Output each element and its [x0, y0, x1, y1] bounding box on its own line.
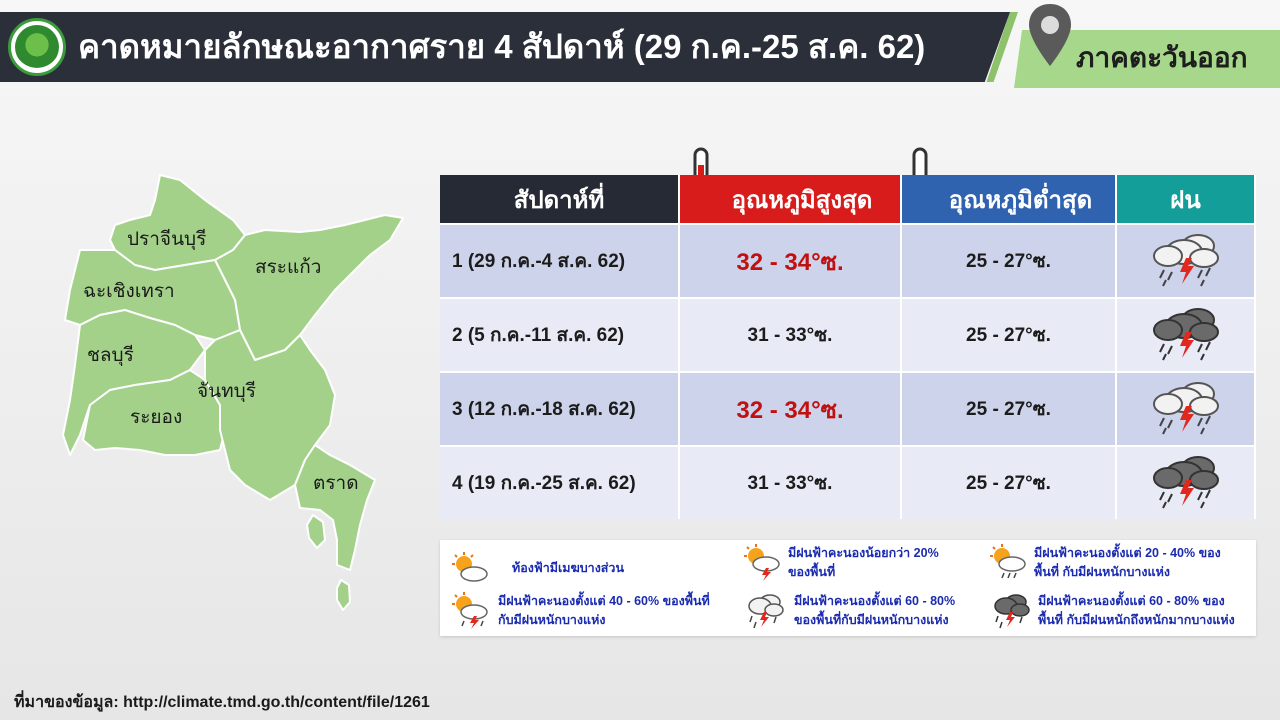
map-shape	[62, 174, 404, 611]
legend-text: มีฝนฟ้าคะนองตั้งแต่ 60 - 80% ของพื้นที่ก…	[794, 594, 956, 627]
cell-max-temp: 32 - 34°ซ.	[680, 223, 902, 297]
table-header-row: สัปดาห์ที่ อุณหภูมิสูงสุด อุณหภูมิต่ำสุด…	[440, 175, 1256, 223]
sun-cloud-rain-icon	[990, 544, 1026, 579]
title-bar	[0, 12, 1010, 82]
cell-week: 4 (19 ก.ค.-25 ส.ค. 62)	[440, 445, 680, 519]
forecast-table: สัปดาห์ที่ อุณหภูมิสูงสุด อุณหภูมิต่ำสุด…	[440, 175, 1256, 519]
province-trat	[294, 444, 376, 571]
legend-text: มีฝนฟ้าคะนองตั้งแต่ 60 - 80% ของ พื้นที่…	[1038, 594, 1235, 627]
map-label-chanthaburi: จันทบุรี	[197, 381, 256, 402]
cell-max-temp: 31 - 33°ซ.	[680, 297, 902, 371]
header-min-temp: อุณหภูมิต่ำสุด	[902, 175, 1117, 223]
tmd-logo	[8, 18, 66, 76]
cell-week: 1 (29 ก.ค.-4 ส.ค. 62)	[440, 223, 680, 297]
cell-min-temp: 25 - 27°ซ.	[902, 297, 1117, 371]
data-source: ที่มาของข้อมูล: http://climate.tmd.go.th…	[14, 694, 430, 711]
legend-item-storm-60-80: มีฝนฟ้าคะนองตั้งแต่ 60 - 80% ของพื้นที่ก…	[742, 592, 982, 630]
sun-cloud-storm-icon	[452, 592, 488, 629]
header-rain: ฝน	[1117, 175, 1256, 223]
cell-week: 2 (5 ก.ค.-11 ส.ค. 62)	[440, 297, 680, 371]
cell-min-temp: 25 - 27°ซ.	[902, 223, 1117, 297]
storm-cloud-dark-icon	[994, 594, 1030, 629]
cell-max-temp: 32 - 34°ซ.	[680, 371, 902, 445]
legend-item-storm-heavy: มีฝนฟ้าคะนองตั้งแต่ 60 - 80% ของ พื้นที่…	[988, 592, 1252, 630]
region-name: ภาคตะวันออก	[1076, 42, 1248, 73]
header-week: สัปดาห์ที่	[440, 175, 680, 223]
map-label-chonburi: ชลบุรี	[87, 345, 134, 366]
storm-cloud-light-icon	[748, 594, 784, 629]
legend-item-partly-cloudy: ท้องฟ้ามีเมฆบางส่วน	[450, 552, 624, 584]
legend-item-storm-lt20: มีฝนฟ้าคะนองน้อยกว่า 20% ของพื้นที่	[742, 544, 972, 582]
legend-text: มีฝนฟ้าคะนองน้อยกว่า 20% ของพื้นที่	[788, 546, 939, 579]
cell-rain	[1117, 371, 1256, 445]
table-row: 1 (29 ก.ค.-4 ส.ค. 62) 32 - 34°ซ. 25 - 27…	[440, 223, 1256, 297]
cell-min-temp: 25 - 27°ซ.	[902, 445, 1117, 519]
legend-box: ท้องฟ้ามีเมฆบางส่วน มีฝนฟ้าคะนองน้อยกว่า…	[440, 540, 1256, 636]
map-label-prachinburi: ปราจีนบุรี	[127, 229, 207, 250]
map-label-chachoengsao: ฉะเชิงเทรา	[83, 281, 175, 302]
legend-text: ท้องฟ้ามีเมฆบางส่วน	[512, 560, 624, 575]
header-max-temp-label: อุณหภูมิสูงสุด	[731, 186, 873, 214]
island-koh-chang	[306, 514, 326, 549]
legend-text: มีฝนฟ้าคะนองตั้งแต่ 40 - 60% ของพื้นที่ …	[498, 594, 710, 627]
map-label-trat: ตราด	[313, 473, 359, 494]
storm-cloud-light-icon	[1152, 234, 1219, 287]
table-row: 2 (5 ก.ค.-11 ส.ค. 62) 31 - 33°ซ. 25 - 27…	[440, 297, 1256, 371]
cell-week: 3 (12 ก.ค.-18 ส.ค. 62)	[440, 371, 680, 445]
legend-text: มีฝนฟ้าคะนองตั้งแต่ 20 - 40% ของพื้นที่ …	[1034, 546, 1221, 579]
eastern-region-map: ปราจีนบุรี สระแก้ว ฉะเชิงเทรา ชลบุรี จัน…	[55, 170, 415, 620]
sun-cloud-lightning-icon	[744, 544, 780, 581]
cell-min-temp: 25 - 27°ซ.	[902, 371, 1117, 445]
table-row: 3 (12 ก.ค.-18 ส.ค. 62) 32 - 34°ซ. 25 - 2…	[440, 371, 1256, 445]
province-chachoengsao	[64, 249, 241, 341]
legend-item-storm-40-60: มีฝนฟ้าคะนองตั้งแต่ 40 - 60% ของพื้นที่ …	[450, 592, 730, 630]
sun-cloud-icon	[452, 552, 488, 582]
map-label-sakaeo: สระแก้ว	[255, 257, 322, 278]
page-title: คาดหมายลักษณะอากาศราย 4 สัปดาห์ (29 ก.ค.…	[78, 28, 926, 65]
storm-cloud-light-icon	[1152, 382, 1219, 435]
storm-cloud-dark-icon	[1152, 308, 1219, 361]
header-min-temp-label: อุณหภูมิต่ำสุด	[948, 186, 1093, 214]
header-max-temp: อุณหภูมิสูงสุด	[680, 175, 902, 223]
storm-cloud-dark-icon	[1152, 456, 1219, 509]
cell-rain	[1117, 223, 1256, 297]
map-label-rayong: ระยอง	[130, 407, 183, 428]
location-pin-icon	[1029, 4, 1071, 66]
cell-rain	[1117, 297, 1256, 371]
island-koh-kood	[336, 579, 351, 611]
table-row: 4 (19 ก.ค.-25 ส.ค. 62) 31 - 33°ซ. 25 - 2…	[440, 445, 1256, 519]
legend-item-storm-20-40: มีฝนฟ้าคะนองตั้งแต่ 20 - 40% ของพื้นที่ …	[988, 544, 1250, 582]
cell-rain	[1117, 445, 1256, 519]
cell-max-temp: 31 - 33°ซ.	[680, 445, 902, 519]
